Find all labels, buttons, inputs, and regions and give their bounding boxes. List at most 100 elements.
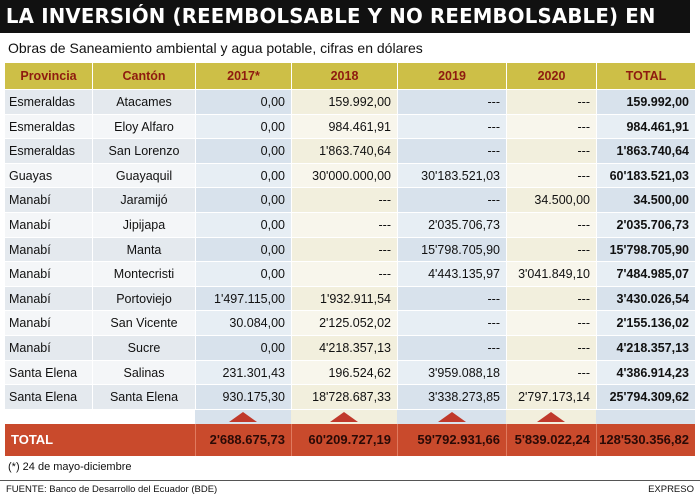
column-header: 2018 — [291, 63, 397, 89]
table-cell: --- — [506, 139, 596, 164]
table-cell: Manta — [92, 237, 195, 263]
table-cell: --- — [506, 360, 596, 386]
table-cell: --- — [291, 237, 397, 263]
header-bg — [5, 63, 695, 89]
table-cell: --- — [397, 114, 506, 140]
arrow-decoration — [596, 409, 695, 424]
total-cell: TOTAL — [11, 431, 54, 447]
column-header: Cantón — [92, 63, 195, 89]
subtitle: Obras de Saneamiento ambiental y agua po… — [8, 40, 423, 56]
table-cell: Manabí — [5, 213, 92, 238]
table-cell: --- — [291, 262, 397, 287]
divider — [0, 480, 700, 481]
column-header: 2020 — [506, 63, 596, 89]
table-cell: 0,00 — [195, 163, 291, 189]
source: FUENTE: Banco de Desarrollo del Ecuador … — [6, 484, 218, 495]
table-cell: --- — [506, 90, 596, 115]
table-cell: 34.500,00 — [596, 188, 695, 213]
table-cell: 15'798.705,90 — [397, 237, 506, 263]
arrow — [330, 411, 358, 422]
table-cell: --- — [506, 163, 596, 189]
table-cell: 18'728.687,33 — [291, 385, 397, 410]
table-cell: Santa Elena — [92, 385, 195, 410]
table-cell: 4'218.357,13 — [291, 336, 397, 361]
table-cell: 0,00 — [195, 262, 291, 287]
total-cell: 2'688.675,73 — [195, 423, 291, 456]
table-cell: --- — [506, 114, 596, 140]
title: LA INVERSIÓN (REEMBOLSABLE Y NO REEMBOLS… — [0, 0, 690, 61]
table-cell: 2'035.706,73 — [596, 213, 695, 238]
table-cell: 3'338.273,85 — [397, 385, 506, 410]
table-cell: --- — [397, 90, 506, 115]
arrow — [537, 411, 565, 422]
table-cell: --- — [397, 336, 506, 361]
table-cell: --- — [506, 213, 596, 238]
total-cell: 5'839.022,24 — [506, 423, 596, 456]
table-cell: Manabí — [5, 237, 92, 263]
table-cell: 1'863.740,64 — [291, 139, 397, 164]
table-cell: Atacames — [92, 90, 195, 115]
total-bg — [5, 423, 695, 456]
table-cell: 0,00 — [195, 139, 291, 164]
table-cell: Montecristi — [92, 262, 195, 287]
table-cell: 159.992,00 — [291, 90, 397, 115]
table-cell: Manabí — [5, 188, 92, 213]
table-cell: --- — [397, 188, 506, 213]
table-cell: 3'959.088,18 — [397, 360, 506, 386]
table-cell: 0,00 — [195, 213, 291, 238]
table-cell: --- — [506, 311, 596, 336]
table-cell: 0,00 — [195, 237, 291, 263]
table-cell: 2'035.706,73 — [397, 213, 506, 238]
table-cell: 0,00 — [195, 90, 291, 115]
table-cell: 34.500,00 — [506, 188, 596, 213]
table-cell: --- — [397, 311, 506, 336]
table-cell: 4'218.357,13 — [596, 336, 695, 361]
arrow — [229, 411, 257, 422]
table-cell: 30.084,00 — [195, 311, 291, 336]
table-cell: Manabí — [5, 336, 92, 361]
column-header: Provincia — [20, 69, 77, 83]
table-cell: 231.301,43 — [195, 360, 291, 386]
table-cell: Jipijapa — [92, 213, 195, 238]
column-header: 2019 — [397, 63, 506, 89]
table-cell: --- — [291, 188, 397, 213]
table-cell: 60'183.521,03 — [596, 163, 695, 189]
table-cell: San Lorenzo — [92, 139, 195, 164]
table-cell: 1'497.115,00 — [195, 286, 291, 312]
column-header: TOTAL — [596, 63, 695, 89]
table-cell: 7'484.985,07 — [596, 262, 695, 287]
table-cell: Santa Elena — [5, 360, 92, 386]
table-cell: 30'000.000,00 — [291, 163, 397, 189]
footnote: (*) 24 de mayo-diciembre — [8, 461, 132, 473]
table-cell: 2'155.136,02 — [596, 311, 695, 336]
table-cell: Manabí — [5, 262, 92, 287]
table-cell: 1'863.740,64 — [596, 139, 695, 164]
table-cell: Salinas — [92, 360, 195, 386]
table-cell: 196.524,62 — [291, 360, 397, 386]
table-cell: 984.461,91 — [596, 114, 695, 140]
table-cell: 159.992,00 — [596, 90, 695, 115]
table-cell: 2'797.173,14 — [506, 385, 596, 410]
table-cell: 4'443.135,97 — [397, 262, 506, 287]
total-cell: 60'209.727,19 — [291, 423, 397, 456]
table-cell: 930.175,30 — [195, 385, 291, 410]
table-cell: 3'041.849,10 — [506, 262, 596, 287]
table-cell: 2'125.052,02 — [291, 311, 397, 336]
table-cell: Esmeraldas — [5, 139, 92, 164]
table-cell: Esmeraldas — [5, 90, 92, 115]
table-cell: 0,00 — [195, 336, 291, 361]
table-cell: Esmeraldas — [5, 114, 92, 140]
arrow — [437, 411, 466, 422]
table-cell: --- — [506, 286, 596, 312]
table-cell: --- — [506, 237, 596, 263]
table-cell: --- — [397, 139, 506, 164]
brand: EXPRESO — [648, 484, 694, 495]
table-cell: Portoviejo — [92, 286, 195, 312]
table-cell: 0,00 — [195, 114, 291, 140]
table-cell: Santa Elena — [5, 385, 92, 410]
total-cell: 128'530.356,82 — [596, 423, 695, 456]
table-cell: San Vicente — [92, 311, 195, 336]
table-cell: 4'386.914,23 — [596, 360, 695, 386]
table-cell: --- — [397, 286, 506, 312]
